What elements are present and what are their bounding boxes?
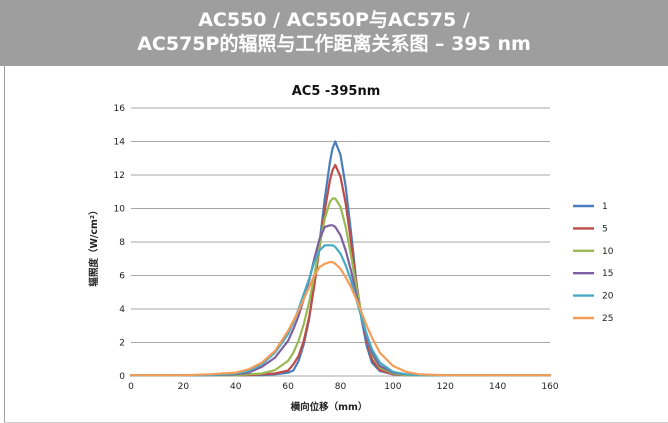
x-tick-label: 40 <box>230 382 242 392</box>
left-border <box>4 66 5 423</box>
series-line-15 <box>129 224 552 377</box>
y-tick-label: 0 <box>119 372 125 382</box>
series-lines <box>129 140 552 377</box>
y-tick-label: 4 <box>119 305 125 315</box>
y-tick-label: 14 <box>114 138 126 148</box>
legend-label: 20 <box>602 292 614 302</box>
header-banner: AC550 / AC550P与AC575 / AC575P的辐照与工作距离关系图… <box>0 0 668 66</box>
x-tick-labels: 0 20 40 60 80 100 120 140 160 <box>128 382 559 392</box>
header-title-line2: AC575P的辐照与工作距离关系图 – 395 nm <box>137 33 531 55</box>
x-tick-label: 100 <box>384 382 401 392</box>
y-axis-title: 辐照度（W/cm²） <box>88 205 100 286</box>
header-title-line1: AC550 / AC550P与AC575 / <box>198 9 470 31</box>
series-line-25 <box>129 261 552 377</box>
y-tick-labels: 0 2 4 6 8 10 12 14 16 <box>114 104 126 382</box>
x-tick-label: 60 <box>282 382 294 392</box>
x-axis-title: 横向位移（mm） <box>291 401 368 413</box>
y-tick-label: 12 <box>114 171 125 181</box>
x-tick-label: 20 <box>178 382 190 392</box>
series-line-20 <box>129 244 552 377</box>
y-tick-label: 10 <box>114 205 126 215</box>
y-tick-label: 6 <box>119 272 125 282</box>
legend-label: 1 <box>602 202 608 212</box>
legend-label: 10 <box>602 247 614 257</box>
y-tick-label: 2 <box>119 339 125 349</box>
x-tick-label: 160 <box>541 382 558 392</box>
gridlines <box>131 107 550 343</box>
x-tick-label: 0 <box>128 382 134 392</box>
series-line-10 <box>129 197 552 377</box>
legend-label: 25 <box>602 314 613 324</box>
x-tick-label: 80 <box>335 382 347 392</box>
x-tick-label: 140 <box>489 382 506 392</box>
y-tick-label: 8 <box>119 238 125 248</box>
legend-label: 5 <box>602 224 608 234</box>
legend-label: 15 <box>602 269 613 279</box>
chart-title: AC5 -395nm <box>292 84 381 99</box>
y-tick-label: 16 <box>114 104 126 114</box>
x-tick-label: 120 <box>437 382 454 392</box>
